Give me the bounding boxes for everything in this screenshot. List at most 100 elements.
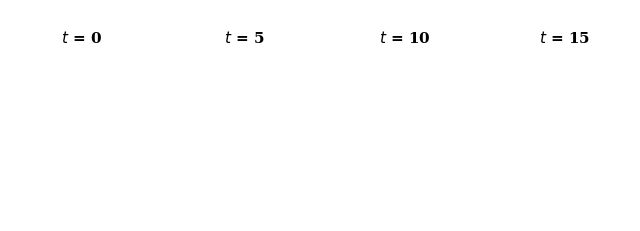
Bar <box>405 151 410 156</box>
Bar <box>223 130 228 135</box>
Bar <box>245 167 250 172</box>
Bar <box>559 140 565 146</box>
Bar <box>239 151 245 156</box>
Bar <box>581 87 586 92</box>
Bar <box>362 124 367 130</box>
Bar <box>378 119 383 124</box>
Bar <box>399 156 405 161</box>
Bar <box>399 103 405 108</box>
Bar <box>394 140 399 146</box>
Bar <box>399 130 405 135</box>
Bar <box>367 130 372 135</box>
Bar <box>250 178 255 183</box>
Bar <box>378 140 383 146</box>
Text: $\mathit{t}$ = 15: $\mathit{t}$ = 15 <box>539 30 591 46</box>
Bar <box>234 146 239 151</box>
Bar <box>543 140 548 146</box>
Bar <box>399 178 405 183</box>
Text: $\mathit{t}$ = 5: $\mathit{t}$ = 5 <box>225 30 265 46</box>
Bar <box>207 113 212 119</box>
Bar <box>304 87 309 92</box>
Bar <box>559 135 565 140</box>
Bar <box>202 124 207 130</box>
Bar <box>234 151 239 156</box>
Bar <box>410 161 415 167</box>
Bar <box>399 161 405 167</box>
Bar <box>261 194 266 199</box>
Bar <box>223 113 228 119</box>
Bar <box>378 124 383 130</box>
Bar <box>405 161 410 167</box>
Bar <box>372 124 378 130</box>
Bar <box>212 113 218 119</box>
Bar <box>394 146 399 151</box>
Bar <box>207 188 212 194</box>
Bar <box>543 135 548 140</box>
Bar <box>394 87 399 92</box>
Bar <box>548 140 554 146</box>
Bar <box>228 113 234 119</box>
Bar <box>410 124 415 130</box>
Bar <box>388 151 394 156</box>
Bar <box>564 140 570 146</box>
Bar <box>228 124 234 130</box>
Bar <box>383 135 388 140</box>
Bar <box>196 124 202 130</box>
Bar <box>378 113 383 119</box>
Bar <box>410 172 415 178</box>
Bar <box>405 156 410 161</box>
Bar <box>372 135 378 140</box>
Bar <box>383 178 388 183</box>
Bar <box>245 156 250 161</box>
Bar <box>255 178 261 183</box>
Bar <box>234 113 239 119</box>
Bar <box>399 151 405 156</box>
Bar <box>378 135 383 140</box>
Bar <box>212 124 218 130</box>
Bar <box>394 178 399 183</box>
Bar <box>410 130 415 135</box>
Bar <box>212 119 218 124</box>
Bar <box>239 146 245 151</box>
Bar <box>372 113 378 119</box>
Bar <box>255 183 261 188</box>
Bar <box>202 113 207 119</box>
Bar <box>388 113 394 119</box>
Bar <box>394 92 399 97</box>
Bar <box>228 140 234 146</box>
Bar <box>399 97 405 103</box>
Bar <box>405 130 410 135</box>
Bar <box>223 135 228 140</box>
Bar <box>202 188 207 194</box>
Bar <box>239 124 245 130</box>
Bar <box>202 130 207 135</box>
Bar <box>394 130 399 135</box>
Bar <box>218 124 223 130</box>
Bar <box>394 183 399 188</box>
Bar <box>250 167 255 172</box>
Bar <box>394 97 399 103</box>
Bar <box>388 119 394 124</box>
Bar <box>388 135 394 140</box>
Bar <box>383 81 388 87</box>
Bar <box>372 178 378 183</box>
Bar <box>212 183 218 188</box>
Bar <box>234 140 239 146</box>
Bar <box>196 130 202 135</box>
Bar <box>405 124 410 130</box>
Bar <box>234 124 239 130</box>
Bar <box>388 146 394 151</box>
Text: $\mathit{t}$ = 10: $\mathit{t}$ = 10 <box>379 30 431 46</box>
Bar <box>212 188 218 194</box>
Bar <box>383 119 388 124</box>
Bar <box>202 183 207 188</box>
Bar <box>372 183 378 188</box>
Bar <box>239 161 245 167</box>
Bar <box>570 140 575 146</box>
Bar <box>367 124 372 130</box>
Bar <box>239 156 245 161</box>
Bar <box>383 130 388 135</box>
Bar <box>394 124 399 130</box>
Bar <box>410 167 415 172</box>
Bar <box>388 130 394 135</box>
